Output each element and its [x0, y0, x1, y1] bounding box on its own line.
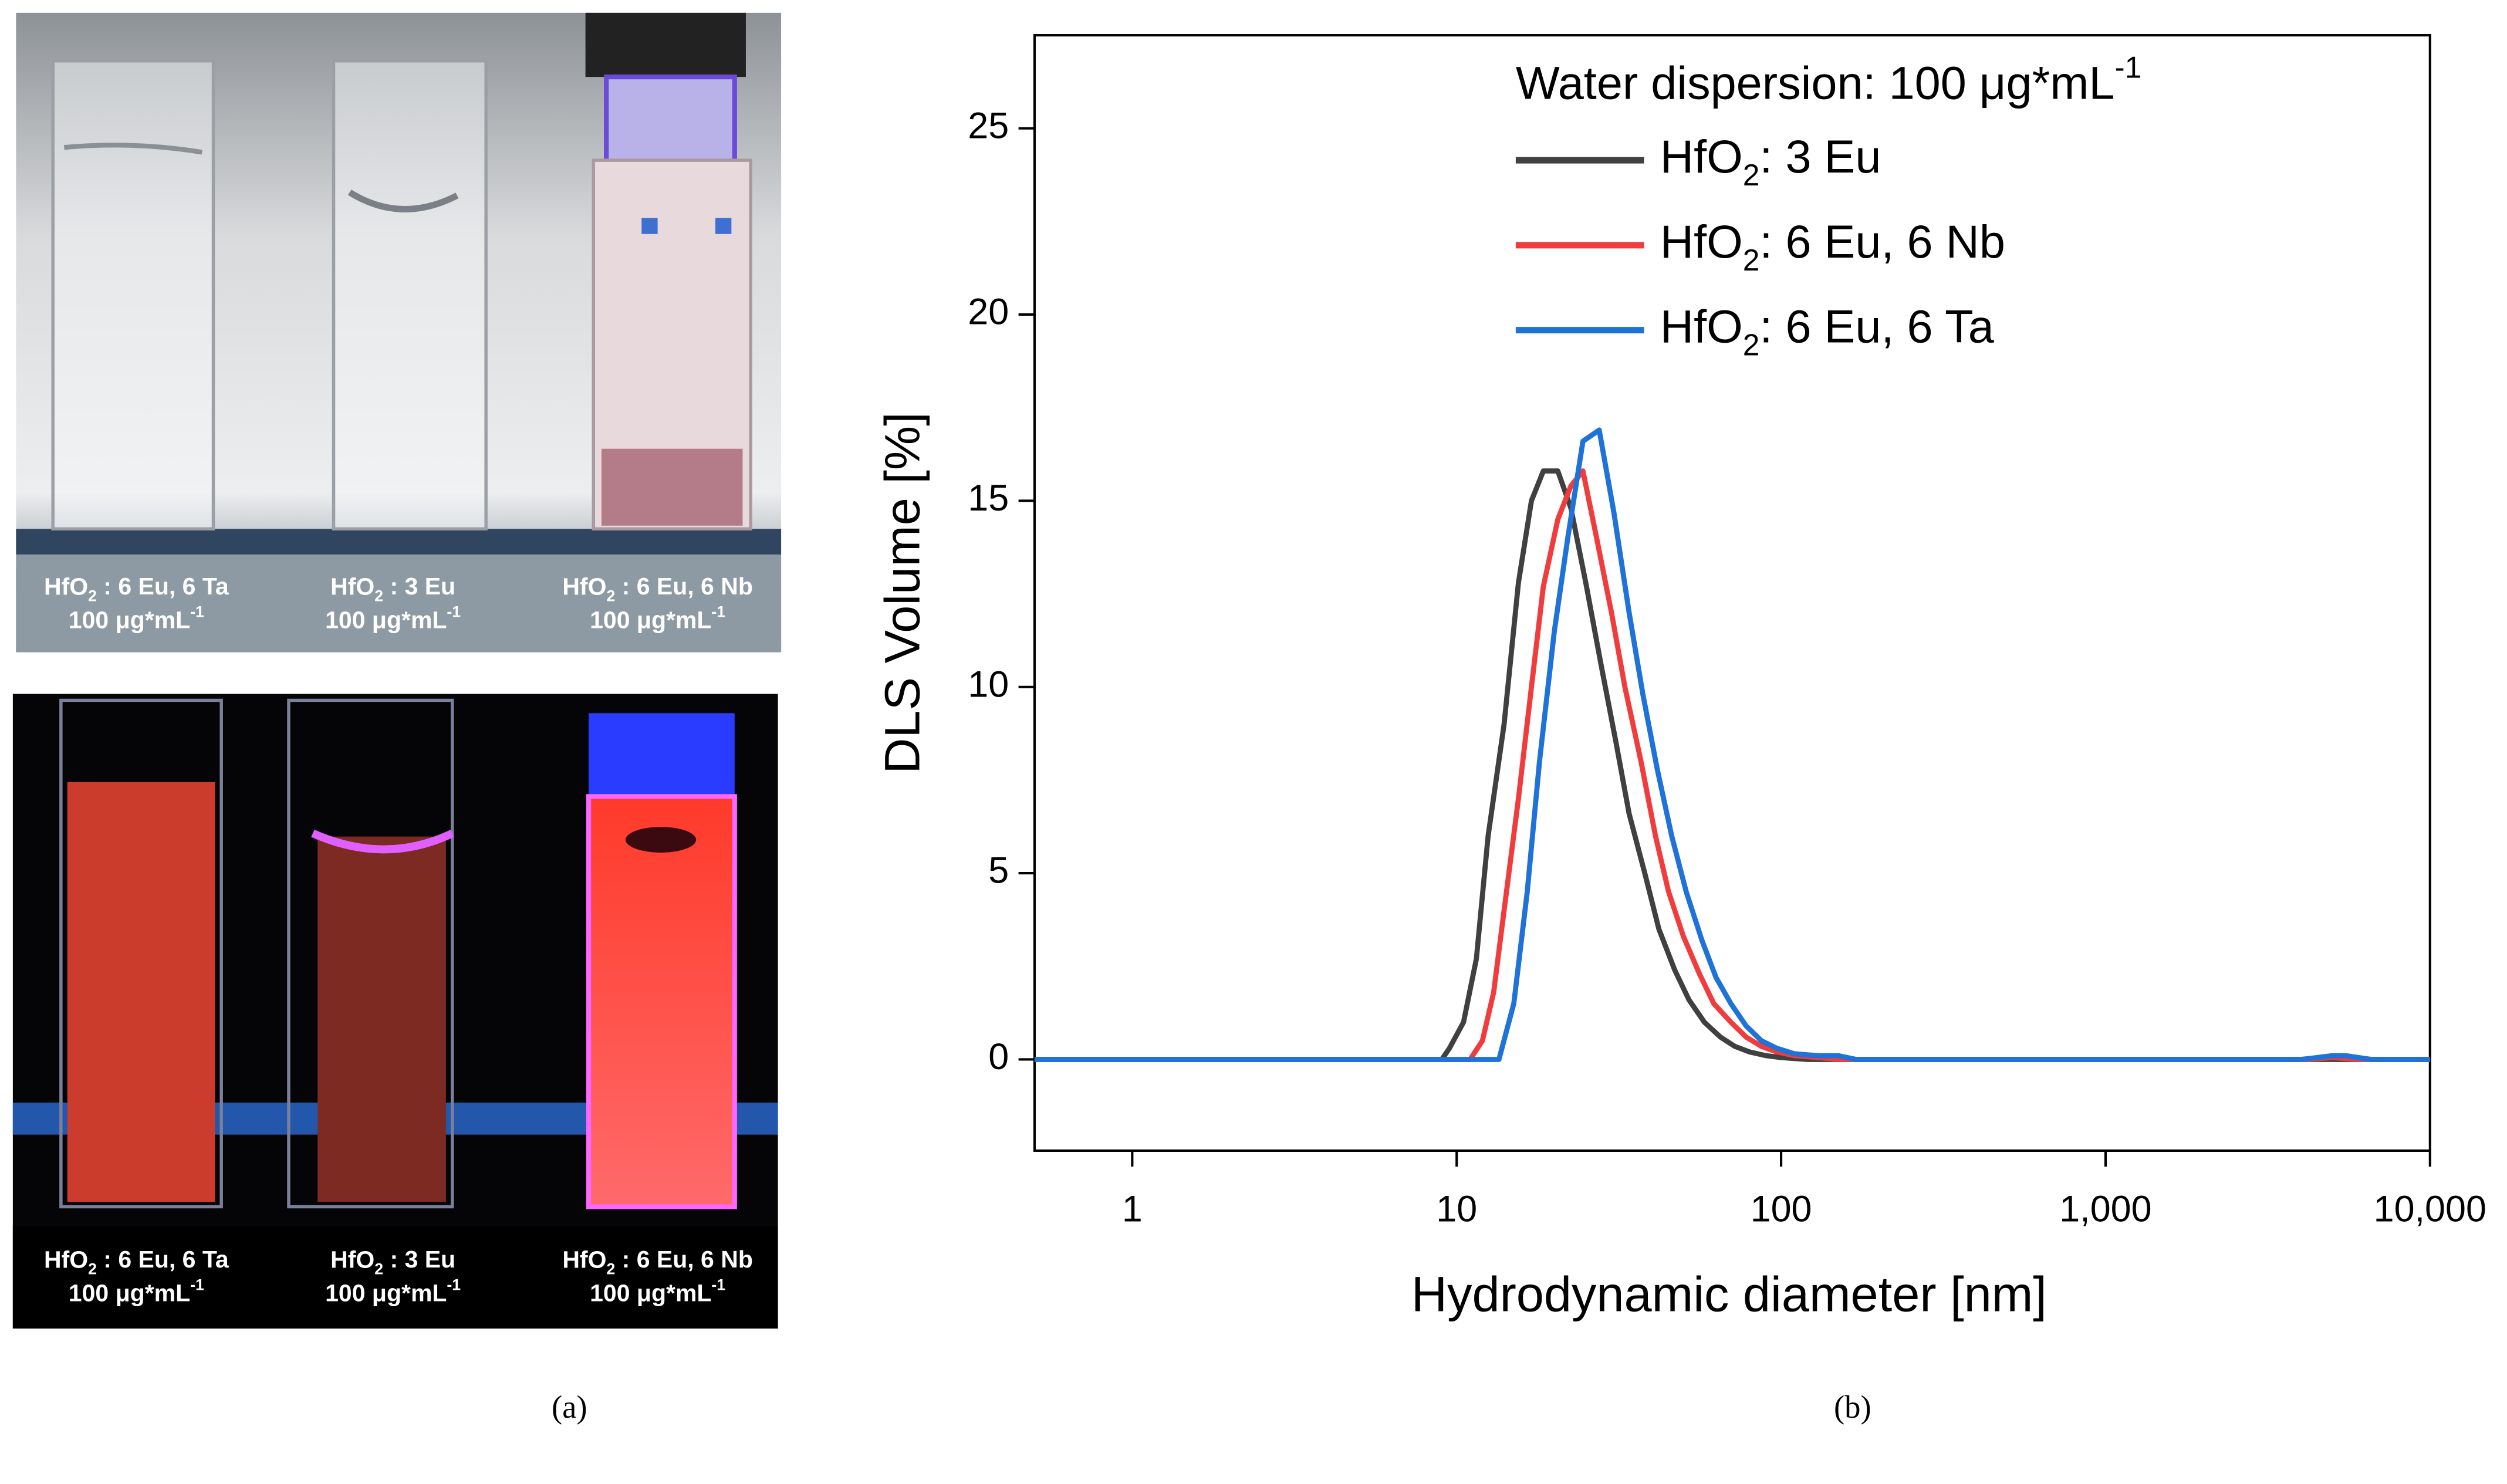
photo-label: HfO2 : 6 Eu, 6 Ta: [44, 573, 229, 604]
photo-label: HfO2 : 6 Eu, 6 Ta: [44, 1246, 229, 1277]
legend-title: Water dispersion: 100 μg*mL-1: [1516, 50, 2141, 109]
photo-daylight: [16, 12, 782, 653]
photo-label: HfO2 : 6 Eu, 6 Nb: [562, 573, 753, 604]
photo-label: 100 μg*mL-1: [69, 1276, 204, 1307]
x-tick-label: 10: [1436, 1188, 1477, 1229]
photo-uv: [12, 694, 778, 1329]
caption: (b): [1834, 1389, 1871, 1425]
y-tick-label: 0: [988, 1036, 1009, 1077]
photo-label: HfO2 : 3 Eu: [330, 573, 455, 604]
y-tick-label: 25: [968, 105, 1009, 146]
x-axis-label: Hydrodynamic diameter [nm]: [1411, 1266, 2047, 1322]
y-axis-label: DLS Volume [%]: [874, 412, 930, 773]
x-tick-label: 1,000: [2059, 1188, 2151, 1229]
y-tick-label: 5: [988, 850, 1009, 891]
caption: (a): [552, 1389, 587, 1425]
photo-label: 100 μg*mL-1: [325, 1276, 461, 1307]
legend-label: HfO2: 6 Eu, 6 Nb: [1660, 215, 2005, 277]
x-tick-label: 100: [1751, 1188, 1812, 1229]
data-line: [1034, 468, 2430, 1062]
y-tick-label: 10: [968, 664, 1009, 705]
photo-label: HfO2 : 3 Eu: [330, 1246, 455, 1277]
photo-label: 100 μg*mL-1: [590, 1276, 725, 1307]
photo-label: 100 μg*mL-1: [69, 603, 204, 634]
x-tick-label: 1: [1122, 1188, 1143, 1229]
plot-frame: [1033, 34, 2431, 1152]
legend-label: HfO2: 3 Eu: [1660, 130, 1881, 192]
data-line: [1034, 468, 2430, 1062]
data-line: [1034, 427, 2430, 1062]
y-tick-label: 15: [968, 478, 1009, 519]
photo-label: 100 μg*mL-1: [325, 603, 461, 634]
legend-label: HfO2: 6 Eu, 6 Ta: [1660, 300, 1995, 362]
photo-label: 100 μg*mL-1: [590, 603, 725, 634]
photo-label: HfO2 : 6 Eu, 6 Nb: [562, 1246, 753, 1277]
x-tick-label: 10,000: [2374, 1188, 2486, 1229]
y-tick-label: 20: [968, 292, 1009, 333]
